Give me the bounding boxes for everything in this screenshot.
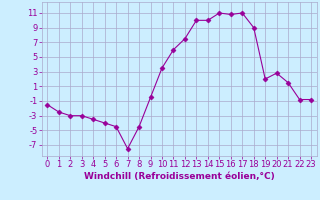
X-axis label: Windchill (Refroidissement éolien,°C): Windchill (Refroidissement éolien,°C) — [84, 172, 275, 181]
